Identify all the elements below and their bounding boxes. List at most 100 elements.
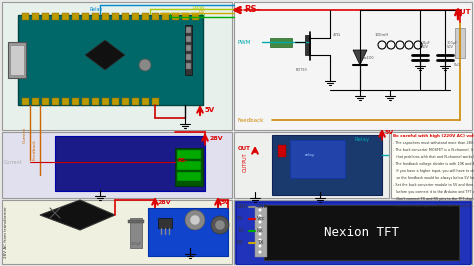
Bar [2,200,232,264]
Polygon shape [158,218,172,228]
Text: TX: TX [257,240,264,246]
Text: RS-: RS- [244,6,260,15]
Bar [52,13,59,20]
Bar [82,98,89,105]
Text: Feedback: Feedback [33,140,37,160]
Polygon shape [353,50,367,65]
Text: Don't connect TX and RX pins to the TFT display before you upload the: Don't connect TX and RX pins to the TFT … [393,197,474,201]
Text: 100μF: 100μF [131,242,142,246]
Bar [278,145,286,157]
Text: 100μF
50V: 100μF 50V [447,41,458,49]
Polygon shape [40,200,115,230]
Bar [177,161,201,170]
Text: 5V: 5V [385,131,394,135]
Circle shape [258,232,262,235]
Text: that problems with that and N-channel works better for me...: that problems with that and N-channel wo… [393,155,474,159]
Text: code, otherwise you won't be able to upload...: code, otherwise you won't be able to upl… [393,204,474,208]
Bar [62,13,69,20]
Bar [112,13,119,20]
Circle shape [258,209,262,211]
Bar [186,36,191,42]
Text: PWM: PWM [193,6,205,10]
Bar [42,98,49,105]
Text: 5V: 5V [237,217,244,222]
Bar [272,135,382,195]
Bar [132,13,139,20]
Bar [152,98,159,105]
Bar [2,2,232,130]
Bar [186,45,191,51]
Text: RX: RX [198,10,205,15]
Text: - The feedback voltage divider is with 10K and 47K with my input of 28V.: - The feedback voltage divider is with 1… [393,162,474,166]
Circle shape [139,59,151,71]
Bar [305,35,310,55]
Bar [72,98,79,105]
Text: Relay: Relay [90,7,103,13]
Circle shape [258,239,262,242]
Text: Vcc: Vcc [257,217,265,222]
Text: Relay: Relay [355,138,370,143]
Polygon shape [85,40,125,70]
Text: Feedback: Feedback [238,118,264,123]
Circle shape [258,227,262,230]
Bar [455,28,465,58]
Bar [177,172,201,181]
Text: 28V: 28V [158,200,172,205]
Bar [162,13,169,20]
Circle shape [258,251,262,253]
Text: 5V: 5V [221,200,230,205]
Circle shape [258,244,262,247]
Bar [186,27,191,33]
Bar [130,218,142,248]
Bar [62,98,69,105]
Bar [18,15,203,105]
Bar [142,13,149,20]
Bar [234,132,389,198]
Bar [128,220,144,223]
Bar [290,140,345,178]
Bar [148,208,228,256]
Text: RX: RX [237,240,244,246]
Text: GND: GND [237,205,248,210]
Bar [185,25,192,75]
Bar [177,150,201,159]
Text: If you have a higher input, you will have to change the values of the divider: If you have a higher input, you will hav… [393,169,474,173]
Bar [182,13,189,20]
Text: - The buck converter MOSFET is a N-channel. It should be Polytarzer but: - The buck converter MOSFET is a N-chann… [393,148,474,152]
Bar [2,132,232,198]
Bar [122,98,129,105]
Circle shape [185,210,205,230]
Bar [175,148,203,186]
Bar [55,136,205,191]
Bar [186,54,191,60]
Text: relay: relay [305,153,315,157]
Bar [102,13,109,20]
Text: - Set the buck converter module to 5V and then give the potentiometer: - Set the buck converter module to 5V an… [393,183,474,187]
Circle shape [211,216,229,234]
Text: 28V: 28V [210,135,224,140]
Bar [52,98,59,105]
Text: Current: Current [4,160,23,164]
Text: BOT90: BOT90 [296,68,308,72]
Bar [122,13,129,20]
Text: OUT: OUT [455,9,472,15]
Text: RX: RX [257,228,264,234]
Text: PWM: PWM [238,39,251,44]
Circle shape [258,214,262,218]
Text: 100mH: 100mH [375,33,389,37]
Text: 5kΩ: 5kΩ [454,63,461,67]
Bar [132,98,139,105]
Bar [255,207,267,257]
Bar [72,13,79,20]
Bar [32,98,39,105]
Bar [270,38,292,47]
Circle shape [190,215,200,225]
Text: 22μF
50V: 22μF 50V [422,41,431,49]
Bar [32,13,39,20]
Bar [152,13,159,20]
Bar [42,13,49,20]
Text: ba4O0: ba4O0 [363,56,374,60]
Bar [22,13,29,20]
Text: - The capacitors must withstand more than 28V. Mines are 50V.: - The capacitors must withstand more tha… [393,141,474,145]
Bar [172,13,179,20]
